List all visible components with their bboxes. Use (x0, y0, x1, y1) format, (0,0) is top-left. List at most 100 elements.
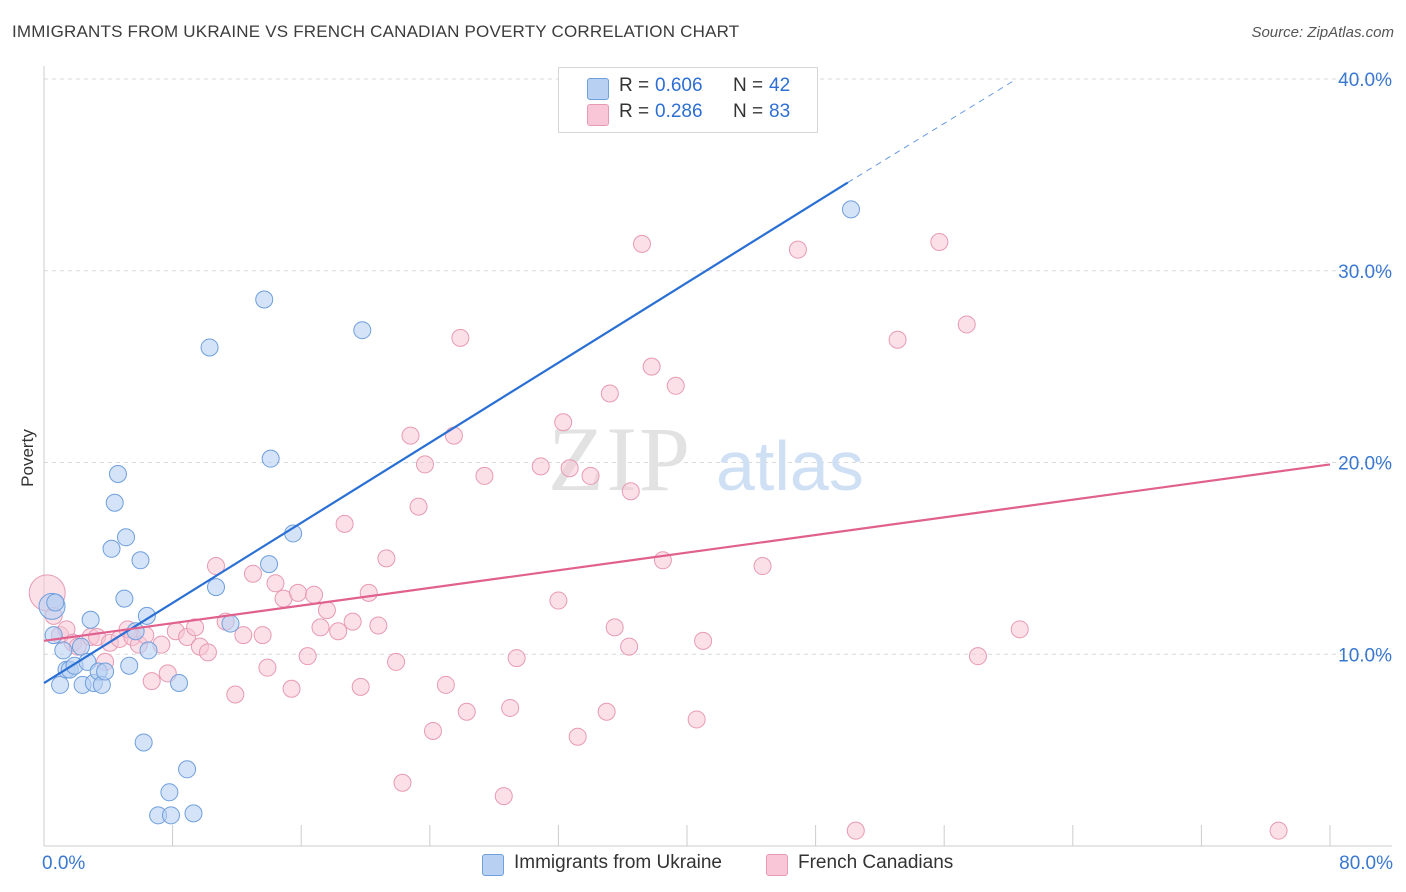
data-point-immigrants-from-ukraine (841, 200, 860, 219)
y-tick-label: 30.0% (1338, 262, 1392, 283)
data-point-immigrants-from-ukraine (46, 593, 65, 612)
data-point-french-canadians (409, 497, 428, 516)
data-point-immigrants-from-ukraine (105, 493, 124, 512)
data-point-french-canadians (568, 727, 587, 746)
grid-lines (44, 78, 1390, 655)
data-point-french-canadians (266, 574, 285, 593)
data-point-french-canadians (457, 702, 476, 721)
data-point-immigrants-from-ukraine (184, 804, 203, 823)
data-point-immigrants-from-ukraine (221, 614, 240, 633)
watermark: ZIP atlas (548, 408, 864, 510)
data-point-french-canadians (243, 564, 262, 583)
data-point-french-canadians (642, 357, 661, 376)
trendline-ukraine-extension (847, 78, 1017, 183)
data-point-immigrants-from-ukraine (54, 641, 73, 660)
x-tick-label: 0.0% (42, 853, 85, 874)
data-point-immigrants-from-ukraine (139, 641, 158, 660)
data-point-immigrants-from-ukraine (134, 733, 153, 752)
source-label: Source: ZipAtlas.com (1251, 24, 1394, 41)
data-point-immigrants-from-ukraine (51, 675, 70, 694)
data-point-immigrants-from-ukraine (131, 551, 150, 570)
data-point-french-canadians (305, 585, 324, 604)
data-point-french-canadians (560, 459, 579, 478)
data-point-french-canadians (234, 626, 253, 645)
data-point-immigrants-from-ukraine (178, 760, 197, 779)
bottom-legend-label: Immigrants from Ukraine (514, 852, 722, 873)
bottom-legend-label: French Canadians (798, 852, 954, 873)
series-french-canadians (28, 232, 1288, 840)
data-point-french-canadians (507, 649, 526, 668)
data-point-french-canadians (554, 413, 573, 432)
y-tick-label: 10.0% (1338, 645, 1392, 666)
data-point-french-canadians (282, 679, 301, 698)
y-tick-label: 20.0% (1338, 454, 1392, 475)
trendlines (43, 78, 1331, 684)
series-immigrants-from-ukraine (38, 200, 860, 825)
data-point-immigrants-from-ukraine (200, 338, 219, 357)
legend-swatch-french (587, 104, 609, 126)
data-point-immigrants-from-ukraine (255, 290, 274, 309)
data-point-french-canadians (475, 466, 494, 485)
data-point-immigrants-from-ukraine (260, 555, 279, 574)
data-point-french-canadians (317, 601, 336, 620)
data-point-immigrants-from-ukraine (261, 449, 280, 468)
data-point-french-canadians (401, 426, 420, 445)
data-point-french-canadians (369, 616, 388, 635)
data-point-immigrants-from-ukraine (120, 656, 139, 675)
data-point-immigrants-from-ukraine (116, 528, 135, 547)
data-point-french-canadians (753, 557, 772, 576)
data-point-immigrants-from-ukraine (102, 539, 121, 558)
data-point-french-canadians (494, 787, 513, 806)
data-point-french-canadians (968, 647, 987, 666)
bottom-legend-swatch-ukraine (482, 854, 504, 876)
data-point-immigrants-from-ukraine (108, 465, 127, 484)
data-point-french-canadians (351, 677, 370, 696)
data-point-french-canadians (666, 376, 685, 395)
y-tick-label: 40.0% (1338, 70, 1392, 91)
data-point-immigrants-from-ukraine (81, 610, 100, 629)
data-point-french-canadians (415, 455, 434, 474)
data-point-french-canadians (253, 626, 272, 645)
legend-n-label: N = (733, 101, 764, 122)
legend-r-label: R = (619, 75, 650, 96)
data-point-french-canadians (531, 457, 550, 476)
data-point-french-canadians (186, 618, 205, 637)
data-point-french-canadians (1269, 821, 1288, 840)
data-point-french-canadians (387, 652, 406, 671)
trendline-french (43, 463, 1331, 642)
data-point-french-canadians (359, 583, 378, 602)
watermark-atlas: atlas (716, 427, 864, 505)
data-point-french-canadians (311, 618, 330, 637)
legend-n-label: N = (733, 75, 764, 96)
data-point-french-canadians (343, 612, 362, 631)
data-point-french-canadians (621, 482, 640, 501)
data-point-french-canadians (142, 672, 161, 691)
legend-n-value: 42 (769, 75, 791, 96)
data-point-immigrants-from-ukraine (160, 783, 179, 802)
data-point-french-canadians (930, 232, 949, 251)
data-point-french-canadians (581, 466, 600, 485)
data-point-french-canadians (687, 710, 706, 729)
data-point-french-canadians (288, 583, 307, 602)
data-point-french-canadians (1010, 620, 1029, 639)
legend-swatch-ukraine (587, 78, 609, 100)
data-point-french-canadians (393, 773, 412, 792)
data-point-french-canadians (329, 622, 348, 641)
bottom-legend-swatch-french (766, 854, 788, 876)
legend-r-value: 0.286 (655, 101, 703, 122)
legend-r-label: R = (619, 101, 650, 122)
data-point-french-canadians (600, 384, 619, 403)
data-point-french-canadians (335, 514, 354, 533)
data-point-immigrants-from-ukraine (170, 674, 189, 693)
data-point-immigrants-from-ukraine (71, 637, 90, 656)
chart-title: IMMIGRANTS FROM UKRAINE VS FRENCH CANADI… (12, 22, 740, 41)
x-tick-label: 80.0% (1339, 853, 1393, 874)
data-point-french-canadians (549, 591, 568, 610)
legend-n-value: 83 (769, 101, 791, 122)
tick-labels: 10.0% 20.0% 30.0% 40.0% 0.0% 80.0% (42, 70, 1393, 874)
data-point-french-canadians (424, 721, 443, 740)
data-point-immigrants-from-ukraine (207, 578, 226, 597)
data-point-french-canadians (694, 631, 713, 650)
legend-r-value: 0.606 (655, 75, 703, 96)
